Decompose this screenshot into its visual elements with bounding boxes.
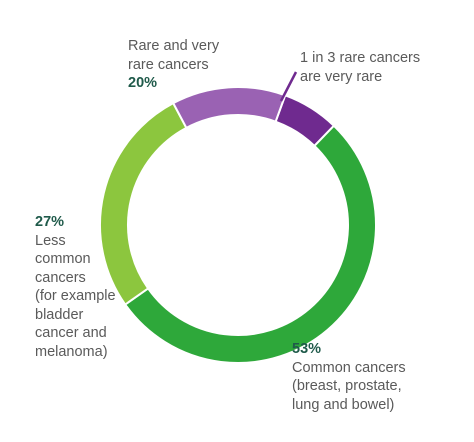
rare-percent-label: 20% xyxy=(128,75,158,91)
very-rare-label-line-1: 1 in 3 rare cancers xyxy=(300,50,421,66)
very-rare-label-line-2: are very rare xyxy=(300,68,383,85)
common-label-line-1: Common cancers xyxy=(292,359,406,376)
donut-slice-rare xyxy=(171,86,287,130)
less-common-label-line-6: cancer and xyxy=(35,325,107,341)
donut-slices xyxy=(99,86,377,364)
common-cancers-label: 53% Common cancers (breast, prostate, lu… xyxy=(292,340,462,414)
rare-cancers-label: Rare and very rare cancers 20% xyxy=(128,37,278,93)
rare-label-line-2: rare cancers xyxy=(128,56,209,73)
common-percent-label: 53% xyxy=(292,341,322,357)
very-rare-label: 1 in 3 rare cancers are very rare xyxy=(300,49,460,86)
very-rare-leader-line xyxy=(279,71,298,102)
less-common-percent-label: 27% xyxy=(35,214,65,230)
less-common-label-line-1: Less xyxy=(35,232,66,249)
donut-slice-common xyxy=(123,124,377,364)
less-common-label-line-3: cancers xyxy=(35,269,86,286)
less-common-label-line-7: melanoma) xyxy=(35,343,108,360)
common-label-line-3: lung and bowel) xyxy=(292,396,395,413)
common-label-line-2: (breast, prostate, xyxy=(292,378,402,394)
rare-label-line-1: Rare and very xyxy=(128,38,220,54)
less-common-cancers-label: 27% Less common cancers (for example bla… xyxy=(35,213,185,361)
less-common-label-line-2: common xyxy=(35,251,91,267)
less-common-label-line-4: (for example xyxy=(35,288,116,304)
less-common-label-line-5: bladder xyxy=(35,306,84,323)
